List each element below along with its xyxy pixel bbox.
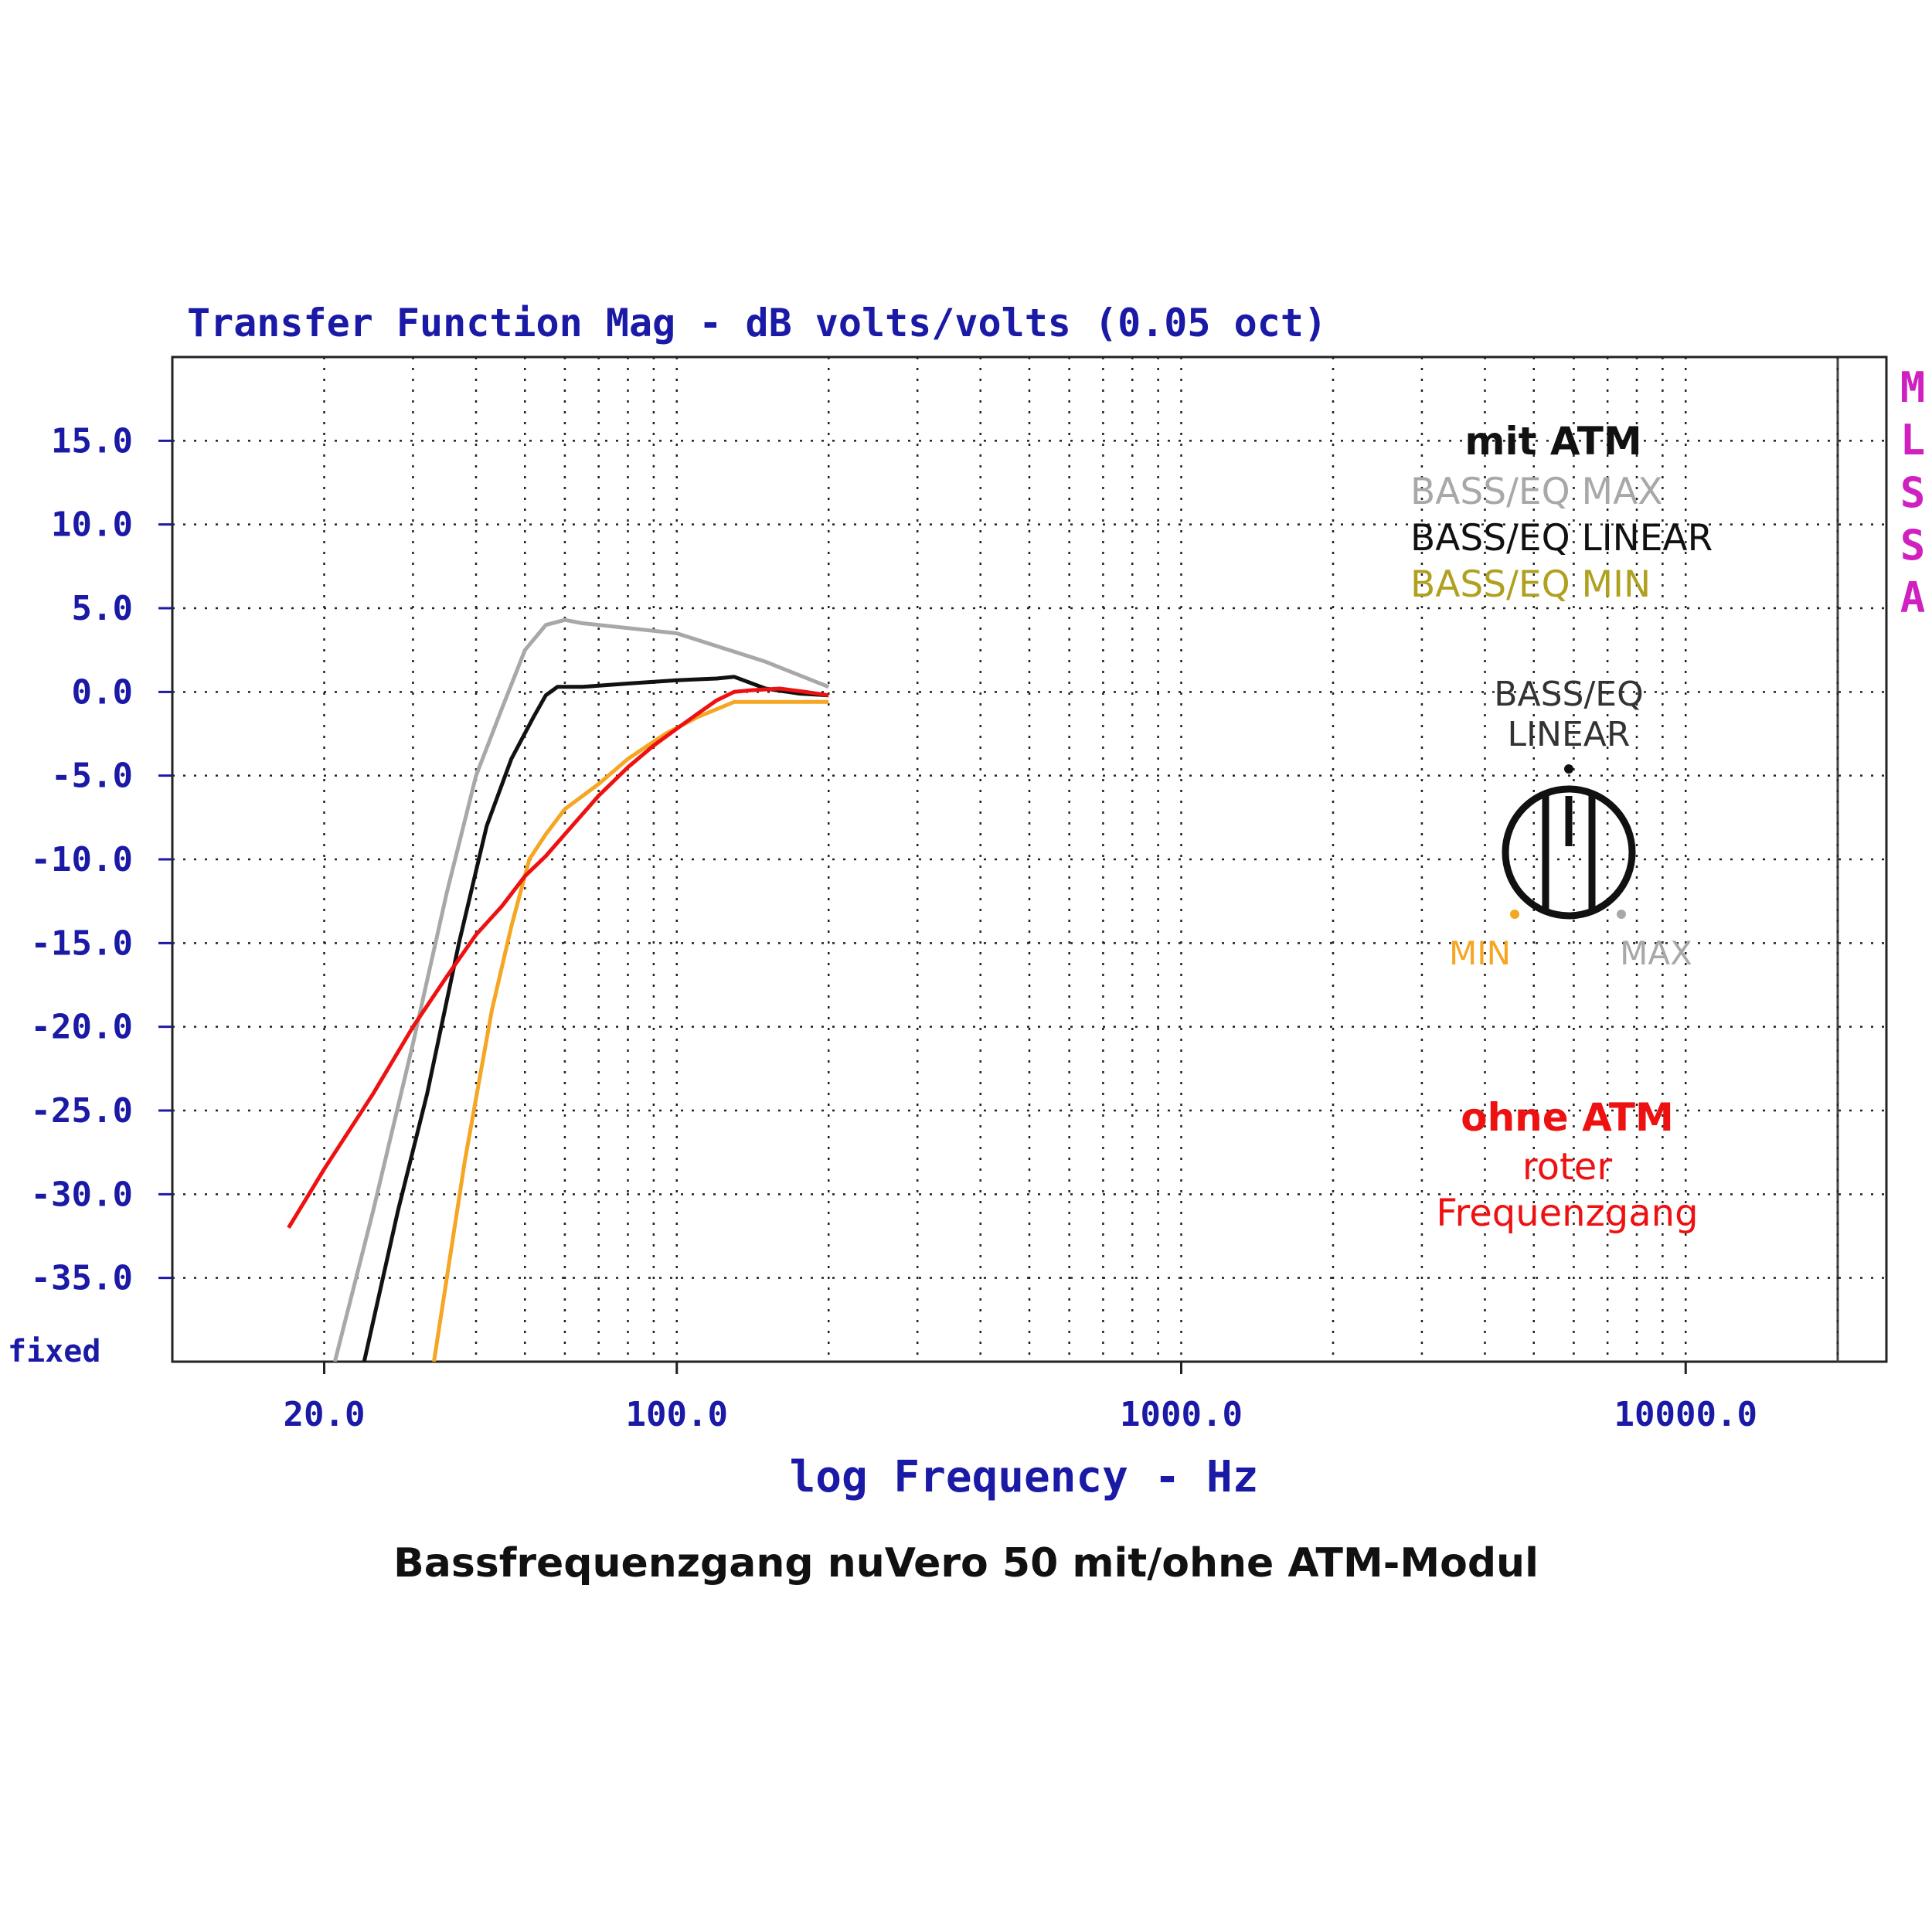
x-tick-label: 1000.0 — [1120, 1395, 1243, 1434]
mlssa-letter: S — [1900, 521, 1926, 570]
y-tick-label: -25.0 — [31, 1091, 133, 1131]
y-tick-label: 0.0 — [72, 672, 133, 712]
y-tick-label: 10.0 — [51, 505, 133, 545]
caption: Bassfrequenzgang nuVero 50 mit/ohne ATM-… — [393, 1540, 1539, 1587]
legend-heading: mit ATM — [1464, 419, 1641, 464]
y-tick-label: -15.0 — [31, 923, 133, 963]
ohne-line2: Frequenzgang — [1436, 1192, 1698, 1235]
y-tick-label: -30.0 — [31, 1175, 133, 1214]
mlssa-letter: S — [1900, 468, 1926, 517]
y-tick-label: 5.0 — [72, 589, 133, 628]
legend-min-label: BASS/EQ MIN — [1410, 563, 1651, 606]
knob-title-line2: LINEAR — [1508, 715, 1631, 754]
mlssa-letter: A — [1900, 573, 1926, 622]
mlssa-letter: L — [1900, 416, 1926, 464]
series-line-ohne-atm — [287, 686, 829, 1229]
fixed-label: fixed — [8, 1334, 100, 1369]
chart-title: Transfer Function Mag - dB volts/volts (… — [187, 301, 1327, 345]
mlssa-letter: M — [1900, 363, 1926, 412]
x-axis-label: log Frequency - Hz — [790, 1452, 1259, 1502]
series-line-bass-eq-max — [332, 617, 830, 1362]
ohne-atm-note: ohne ATM roter Frequenzgang — [1436, 1095, 1698, 1235]
knob-min-label: MIN — [1449, 934, 1511, 972]
x-tick-label: 20.0 — [284, 1395, 366, 1434]
legend-linear-label: BASS/EQ LINEAR — [1410, 517, 1713, 560]
grid-lines — [172, 357, 1886, 1362]
x-tick-label: 10000.0 — [1614, 1395, 1757, 1434]
x-tick-label: 100.0 — [626, 1395, 728, 1434]
y-tick-label: -5.0 — [51, 757, 133, 796]
rotary-knob-icon — [1502, 764, 1636, 920]
legend: mit ATM BASS/EQ MAX BASS/EQ LINEAR BASS/… — [1410, 419, 1713, 606]
series-line-bass-eq-min — [432, 699, 829, 1362]
series-line-bass-eq-linear — [362, 675, 829, 1362]
ohne-heading: ohne ATM — [1461, 1095, 1674, 1140]
x-axis-ticks: 20.0 100.0 1000.0 10000.0 — [284, 1362, 1757, 1434]
y-tick-label: -35.0 — [31, 1259, 133, 1298]
y-tick-label: 15.0 — [51, 421, 133, 461]
knob-title-line1: BASS/EQ — [1494, 675, 1643, 714]
y-tick-label: -20.0 — [31, 1008, 133, 1047]
series-lines — [287, 617, 830, 1362]
ohne-line1: roter — [1522, 1145, 1612, 1189]
legend-max-label: BASS/EQ MAX — [1410, 471, 1662, 513]
knob-max-label: MAX — [1620, 934, 1692, 972]
y-axis-ticks: 15.0 10.0 5.0 0.0 -5.0 -10.0 -15.0 -20.0 -25.0 -3… — [31, 421, 172, 1298]
y-tick-label: -10.0 — [31, 840, 133, 879]
knob-diagram: BASS/EQ LINEAR MIN MAX — [1449, 675, 1692, 972]
